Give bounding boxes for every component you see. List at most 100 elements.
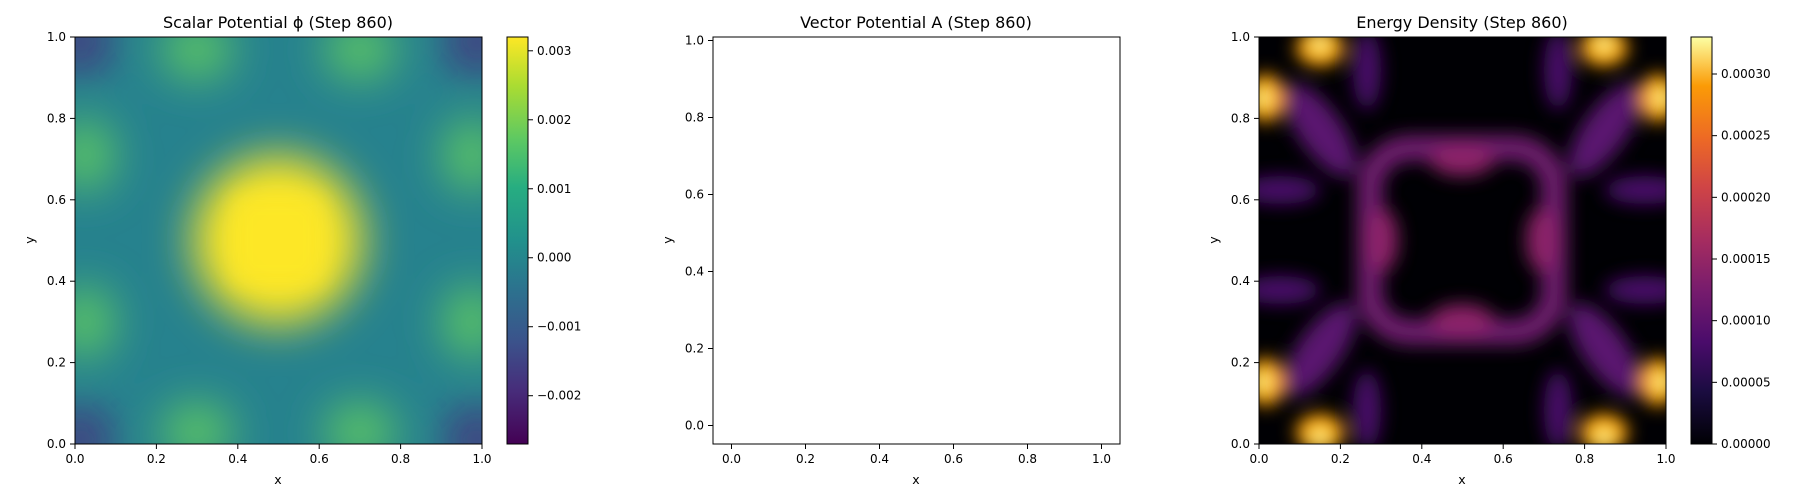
x-axis: 0.0 0.2 0.4 0.6 0.8 1.0 x — [65, 444, 492, 487]
y-tick-label: 1.0 — [1231, 30, 1250, 44]
field-minimum-corner — [447, 37, 482, 72]
y-tick-label: 0.4 — [1231, 274, 1250, 288]
y-tick: 0.2 — [1231, 356, 1259, 370]
field-maximum-core — [1259, 370, 1272, 394]
y-tick-label: 0.6 — [47, 193, 66, 207]
y-tick: 0.4 — [685, 265, 713, 279]
y-tick-label: 0.0 — [1231, 437, 1250, 451]
colorbar-tick: 0.00025 — [1712, 129, 1771, 143]
x-tick: 1.0 — [1092, 444, 1111, 466]
y-tick-label: 1.0 — [47, 30, 66, 44]
x-tick-label: 0.6 — [310, 452, 329, 466]
x-tick-label: 1.0 — [1092, 452, 1111, 466]
field-lobe — [75, 287, 113, 357]
chart-scalar-potential: Scalar Potential ϕ (Step 860) — [22, 13, 581, 487]
x-tick-label: 0.2 — [796, 452, 815, 466]
colorbar-tick: 0.00005 — [1712, 375, 1771, 389]
y-axis: 0.0 0.2 0.4 0.6 0.8 1.0 y — [660, 34, 713, 433]
field-maximum-core — [1308, 37, 1332, 54]
x-axis-label: x — [274, 472, 281, 487]
field-lobe — [162, 37, 232, 78]
y-tick-label: 1.0 — [685, 34, 704, 48]
colorbar-tick: 0.00030 — [1712, 67, 1771, 81]
chart-energy-density: Energy Density (Step 860) — [1206, 13, 1771, 487]
colorbar-tick-label: −0.002 — [537, 389, 581, 403]
x-tick: 0.4 — [1412, 444, 1431, 466]
field-arm — [1353, 370, 1381, 444]
y-tick: 0.2 — [47, 356, 75, 370]
chart-title: Vector Potential A (Step 860) — [800, 13, 1032, 32]
y-tick: 0.6 — [685, 188, 713, 202]
y-axis-label: y — [1206, 236, 1221, 244]
x-tick-label: 0.6 — [944, 452, 963, 466]
colorbar-tick: −0.001 — [528, 320, 581, 334]
x-tick: 0.8 — [1018, 444, 1037, 466]
y-tick-label: 0.0 — [47, 437, 66, 451]
field-lobe — [444, 287, 482, 357]
x-tick: 0.6 — [944, 444, 963, 466]
field-minimum-corner — [75, 37, 110, 72]
x-tick: 0.4 — [228, 444, 247, 466]
field-maximum-core — [1652, 86, 1666, 110]
field-arm — [1544, 370, 1572, 444]
y-tick: 0.8 — [47, 111, 75, 125]
field-maximum-core — [1259, 86, 1272, 110]
colorbar-tick: 0.002 — [528, 113, 571, 127]
y-tick: 0.6 — [47, 193, 75, 207]
colorbar-tick-label: 0.00015 — [1721, 252, 1771, 266]
x-tick: 0.6 — [1494, 444, 1513, 466]
colorbar-tick-label: 0.00005 — [1721, 375, 1771, 389]
x-tick-label: 0.2 — [147, 452, 166, 466]
y-tick: 1.0 — [1231, 30, 1259, 44]
colorbar-tick-label: −0.001 — [537, 320, 581, 334]
field-arm — [1605, 176, 1666, 204]
x-tick-label: 0.8 — [1575, 452, 1594, 466]
colorbar-tick-label: 0.00010 — [1721, 314, 1771, 328]
y-tick: 0.8 — [685, 111, 713, 125]
y-axis-label: y — [660, 236, 675, 244]
field-lobe — [325, 404, 395, 444]
colorbar-tick-label: 0.00020 — [1721, 190, 1771, 204]
field-arm — [1259, 276, 1320, 304]
colorbar-tick: 0.001 — [528, 182, 571, 196]
x-tick: 0.2 — [147, 444, 166, 466]
colorbar-tick-label: 0.003 — [537, 44, 571, 58]
x-tick-label: 0.0 — [65, 452, 84, 466]
colorbar-tick: 0.00015 — [1712, 252, 1771, 266]
colorbar-tick: −0.002 — [528, 389, 581, 403]
field-ring-lobe — [1430, 304, 1494, 336]
field-arm — [1605, 276, 1666, 304]
y-tick-label: 0.6 — [685, 188, 704, 202]
x-tick-label: 0.8 — [391, 452, 410, 466]
x-tick-label: 1.0 — [472, 452, 491, 466]
chart-title: Energy Density (Step 860) — [1356, 13, 1568, 32]
x-axis: 0.0 0.2 0.4 0.6 0.8 1.0 x — [1249, 444, 1676, 487]
field-arm — [1568, 83, 1642, 177]
x-tick: 0.0 — [722, 444, 741, 466]
y-tick: 0.0 — [1231, 437, 1259, 451]
field-maximum-core — [1592, 427, 1616, 444]
colorbar: −0.002 −0.001 0.000 0.001 0.002 0.003 — [506, 36, 581, 445]
x-axis-label: x — [912, 472, 919, 487]
field-ring-lobe — [1526, 208, 1558, 272]
heatmap-field — [1259, 37, 1666, 444]
colorbar-tick: 0.00010 — [1712, 314, 1771, 328]
colorbar-tick-label: 0.001 — [537, 182, 571, 196]
field-lobe — [325, 37, 395, 78]
y-tick: 0.4 — [47, 274, 75, 288]
y-tick-label: 0.8 — [685, 111, 704, 125]
y-tick: 0.6 — [1231, 193, 1259, 207]
field-lobe — [75, 120, 113, 190]
field-minimum-corner — [447, 409, 482, 444]
colorbar-gradient — [506, 36, 529, 445]
x-tick-label: 0.0 — [1249, 452, 1268, 466]
y-tick-label: 0.8 — [1231, 111, 1250, 125]
x-tick: 0.0 — [1249, 444, 1269, 466]
colorbar-tick: 0.000 — [528, 251, 571, 265]
x-tick-label: 0.4 — [870, 452, 889, 466]
y-tick: 0.4 — [1231, 274, 1259, 288]
y-tick: 1.0 — [47, 30, 75, 44]
x-tick-label: 0.4 — [228, 452, 247, 466]
x-axis: 0.0 0.2 0.4 0.6 0.8 1.0 x — [722, 444, 1111, 487]
